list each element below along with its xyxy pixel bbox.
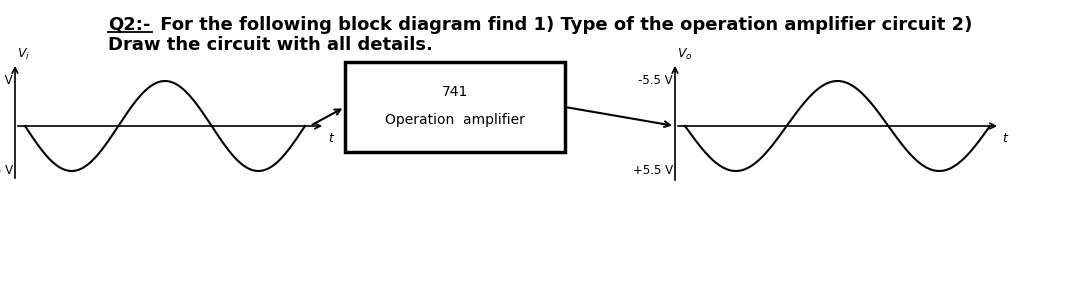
Text: $t$: $t$ <box>328 132 335 145</box>
Text: +0.5 V: +0.5 V <box>0 164 13 178</box>
Text: -0.5 V: -0.5 V <box>0 74 13 87</box>
Text: Draw the circuit with all details.: Draw the circuit with all details. <box>108 36 433 54</box>
Text: Q2:-: Q2:- <box>108 16 150 34</box>
Text: $V_i$: $V_i$ <box>17 47 30 62</box>
Text: $t$: $t$ <box>1002 132 1010 145</box>
Text: -5.5 V: -5.5 V <box>638 74 673 87</box>
Text: +5.5 V: +5.5 V <box>633 164 673 178</box>
Text: $V_o$: $V_o$ <box>677 47 692 62</box>
Bar <box>345 62 565 152</box>
Text: 741: 741 <box>442 85 469 99</box>
Text: For the following block diagram find 1) Type of the operation amplifier circuit : For the following block diagram find 1) … <box>154 16 972 34</box>
Text: Operation  amplifier: Operation amplifier <box>386 113 525 127</box>
